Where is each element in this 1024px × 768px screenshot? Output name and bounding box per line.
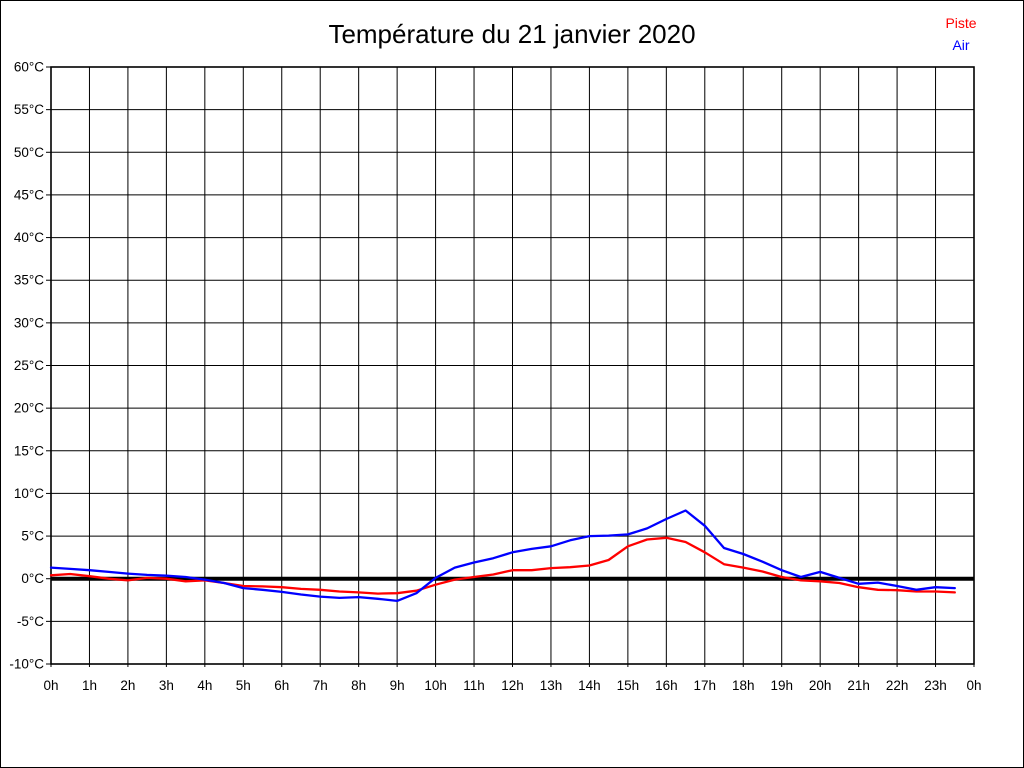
x-tick-label: 8h — [351, 678, 366, 693]
legend-item-piste: Piste — [945, 15, 977, 31]
x-tick-label: 12h — [501, 678, 524, 693]
x-tick-label: 4h — [197, 678, 212, 693]
y-tick-label: 20°C — [14, 401, 44, 416]
x-tick-label: 22h — [886, 678, 909, 693]
y-tick-label: 30°C — [14, 315, 44, 330]
x-tick-label: 0h — [966, 678, 981, 693]
x-tick-label: 19h — [770, 678, 793, 693]
y-tick-label: 50°C — [14, 145, 44, 160]
x-tick-label: 15h — [617, 678, 640, 693]
x-tick-label: 5h — [236, 678, 251, 693]
x-tick-label: 16h — [655, 678, 678, 693]
air-temperature-line — [49, 509, 956, 603]
x-tick-label: 23h — [924, 678, 947, 693]
x-tick-label: 9h — [390, 678, 405, 693]
y-tick-label: 25°C — [14, 358, 44, 373]
y-tick-label: -10°C — [9, 657, 44, 672]
x-tick-label: 20h — [809, 678, 832, 693]
x-tick-label: 21h — [847, 678, 870, 693]
x-tick-label: 6h — [274, 678, 289, 693]
y-tick-label: 55°C — [14, 102, 44, 117]
x-tick-label: 0h — [43, 678, 58, 693]
y-tick-label: 10°C — [14, 486, 44, 501]
y-tick-label: 45°C — [14, 187, 44, 202]
y-tick-label: 40°C — [14, 230, 44, 245]
y-tick-label: 60°C — [14, 60, 44, 75]
y-tick-label: -5°C — [17, 614, 44, 629]
legend: Piste Air — [923, 12, 999, 56]
plot-border — [50, 66, 975, 665]
x-tick-label: 14h — [578, 678, 601, 693]
y-tick-label: 0°C — [21, 571, 44, 586]
chart-title: Température du 21 janvier 2020 — [328, 19, 696, 49]
x-tick-label: 11h — [463, 678, 485, 693]
x-tick-label: 17h — [694, 678, 717, 693]
y-tick-label: 15°C — [14, 443, 44, 458]
x-tick-label: 7h — [313, 678, 328, 693]
x-tick-label: 18h — [732, 678, 755, 693]
x-tick-label: 13h — [540, 678, 563, 693]
x-tick-label: 1h — [82, 678, 97, 693]
x-tick-label: 10h — [424, 678, 447, 693]
y-tick-label: 5°C — [21, 529, 44, 544]
x-tick-label: 2h — [120, 678, 135, 693]
y-tick-label: 35°C — [14, 273, 44, 288]
legend-item-air: Air — [952, 37, 970, 53]
piste-temperature-line — [49, 536, 956, 595]
x-tick-label: 3h — [159, 678, 174, 693]
